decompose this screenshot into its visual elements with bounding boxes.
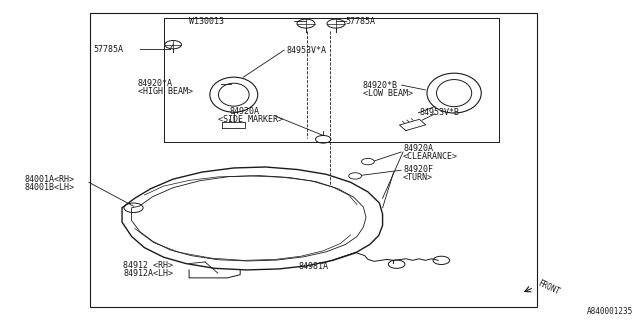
Text: 84953V*A: 84953V*A	[286, 45, 326, 55]
Text: 84001A<RH>: 84001A<RH>	[25, 175, 75, 184]
Text: 84920F: 84920F	[403, 165, 433, 174]
Text: 84920*B: 84920*B	[363, 81, 398, 90]
Text: 84001B<LH>: 84001B<LH>	[25, 183, 75, 192]
Text: <HIGH BEAM>: <HIGH BEAM>	[138, 87, 193, 96]
Text: <LOW BEAM>: <LOW BEAM>	[363, 89, 413, 98]
Text: 84953V*B: 84953V*B	[420, 108, 460, 117]
Text: 84912 <RH>: 84912 <RH>	[124, 261, 173, 270]
Text: 57785A: 57785A	[346, 17, 376, 26]
Text: <CLEARANCE>: <CLEARANCE>	[403, 152, 458, 161]
Text: W130013: W130013	[189, 17, 224, 26]
Text: <SIDE MARKER>: <SIDE MARKER>	[218, 115, 283, 124]
Text: <TURN>: <TURN>	[403, 173, 433, 182]
Text: FRONT: FRONT	[536, 279, 561, 297]
Text: A840001235: A840001235	[587, 307, 633, 316]
Text: 84981A: 84981A	[298, 262, 328, 271]
Text: 84920A: 84920A	[403, 144, 433, 153]
Text: 84920*A: 84920*A	[138, 79, 173, 88]
Text: 84920A: 84920A	[229, 107, 259, 116]
Bar	[90, 13, 537, 307]
Text: 57785A: 57785A	[93, 44, 124, 54]
Text: 84912A<LH>: 84912A<LH>	[124, 269, 173, 278]
